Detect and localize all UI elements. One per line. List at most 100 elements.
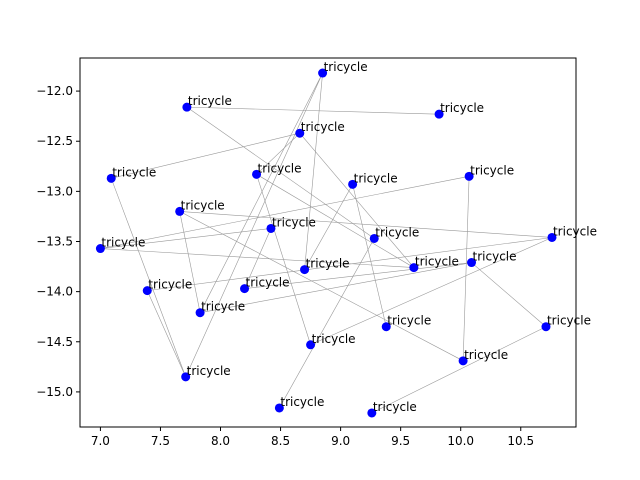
x-axis: 7.0 7.5 8.0 8.5 9.0 9.5 10.0 10.5	[91, 427, 534, 448]
point-label: tricycle	[148, 278, 192, 292]
y-tick-label: −14.5	[36, 335, 73, 349]
point-label: tricycle	[301, 120, 345, 134]
edge-line	[179, 211, 464, 362]
point-label: tricycle	[112, 165, 156, 179]
edge-line	[352, 184, 387, 327]
data-point	[106, 173, 116, 183]
points-layer: tricycletricycletricycletricycletricycle…	[95, 60, 597, 418]
point-label: tricycle	[324, 60, 368, 74]
x-tick-label: 9.0	[331, 434, 350, 448]
edge-line	[186, 106, 440, 115]
y-tick-label: −15.0	[36, 385, 73, 399]
edge-line	[256, 174, 415, 268]
plot-frame	[79, 57, 577, 428]
point-label: tricycle	[306, 257, 350, 271]
edge-line	[244, 262, 472, 289]
x-tick-label: 10.0	[447, 434, 474, 448]
x-tick-label: 7.5	[151, 434, 170, 448]
point-label: tricycle	[246, 276, 290, 290]
y-tick-label: −12.0	[36, 84, 73, 98]
y-tick-label: −13.5	[36, 234, 73, 248]
data-point	[547, 232, 557, 242]
data-point	[295, 128, 305, 138]
edge-line	[179, 211, 201, 313]
edge-line	[244, 228, 272, 289]
edge-line	[147, 237, 553, 291]
y-tick-label: −13.0	[36, 184, 73, 198]
y-tick-label: −14.0	[36, 285, 73, 299]
edge-line	[462, 176, 470, 361]
data-point	[266, 223, 276, 233]
data-point	[175, 206, 185, 216]
point-label: tricycle	[312, 332, 356, 346]
edge-line	[100, 248, 414, 268]
data-point	[182, 102, 192, 112]
point-label: tricycle	[272, 215, 316, 229]
edge-line	[199, 72, 323, 313]
data-point	[306, 340, 316, 350]
edge-line	[179, 211, 553, 238]
data-point	[300, 265, 310, 275]
point-label: tricycle	[553, 224, 597, 238]
edge-line	[310, 237, 553, 346]
x-tick-label: 8.0	[211, 434, 230, 448]
point-label: tricycle	[387, 314, 431, 328]
x-tick-label: 7.0	[91, 434, 110, 448]
point-label: tricycle	[201, 300, 245, 314]
point-label: tricycle	[280, 395, 324, 409]
data-point	[95, 244, 105, 254]
data-point	[464, 171, 474, 181]
data-point	[252, 169, 262, 179]
point-label: tricycle	[188, 94, 232, 108]
data-point	[467, 258, 477, 268]
edge-line	[111, 132, 300, 179]
data-point	[181, 372, 191, 382]
edge-line	[200, 262, 472, 313]
point-label: tricycle	[440, 101, 484, 115]
edge-line	[304, 184, 353, 270]
edge-line	[186, 106, 375, 239]
point-label: tricycle	[415, 255, 459, 269]
edge-line	[146, 290, 186, 377]
point-label: tricycle	[373, 400, 417, 414]
data-point	[434, 109, 444, 119]
point-label: tricycle	[258, 161, 302, 175]
data-point	[318, 68, 328, 78]
y-tick-label: −12.5	[36, 134, 73, 148]
point-label: tricycle	[470, 163, 514, 177]
x-tick-label: 9.5	[391, 434, 410, 448]
data-point	[458, 356, 468, 366]
point-label: tricycle	[473, 250, 517, 264]
x-tick-label: 8.5	[271, 434, 290, 448]
data-point	[409, 263, 419, 273]
point-label: tricycle	[464, 348, 508, 362]
point-label: tricycle	[187, 364, 231, 378]
point-label: tricycle	[547, 314, 591, 328]
data-point	[381, 322, 391, 332]
edges-layer	[100, 72, 553, 414]
point-label: tricycle	[354, 171, 398, 185]
data-point	[195, 308, 205, 318]
edge-line	[304, 73, 323, 270]
edge-line	[471, 262, 547, 327]
data-point	[142, 286, 152, 296]
data-point	[369, 233, 379, 243]
point-label: tricycle	[181, 198, 225, 212]
edge-line	[279, 238, 375, 409]
data-point	[367, 408, 377, 418]
edge-line	[371, 326, 547, 414]
data-point	[240, 284, 250, 294]
edge-line	[185, 72, 323, 377]
data-point	[348, 179, 358, 189]
x-tick-label: 10.5	[507, 434, 534, 448]
edge-line	[110, 178, 186, 377]
data-point	[541, 322, 551, 332]
y-axis: −12.0 −12.5 −13.0 −13.5 −14.0 −14.5 −15.0	[36, 84, 80, 399]
point-label: tricycle	[101, 236, 145, 250]
edge-line	[100, 176, 470, 249]
data-point	[274, 403, 284, 413]
edge-line	[299, 133, 415, 268]
point-label: tricycle	[375, 225, 419, 239]
edge-line	[100, 228, 271, 249]
